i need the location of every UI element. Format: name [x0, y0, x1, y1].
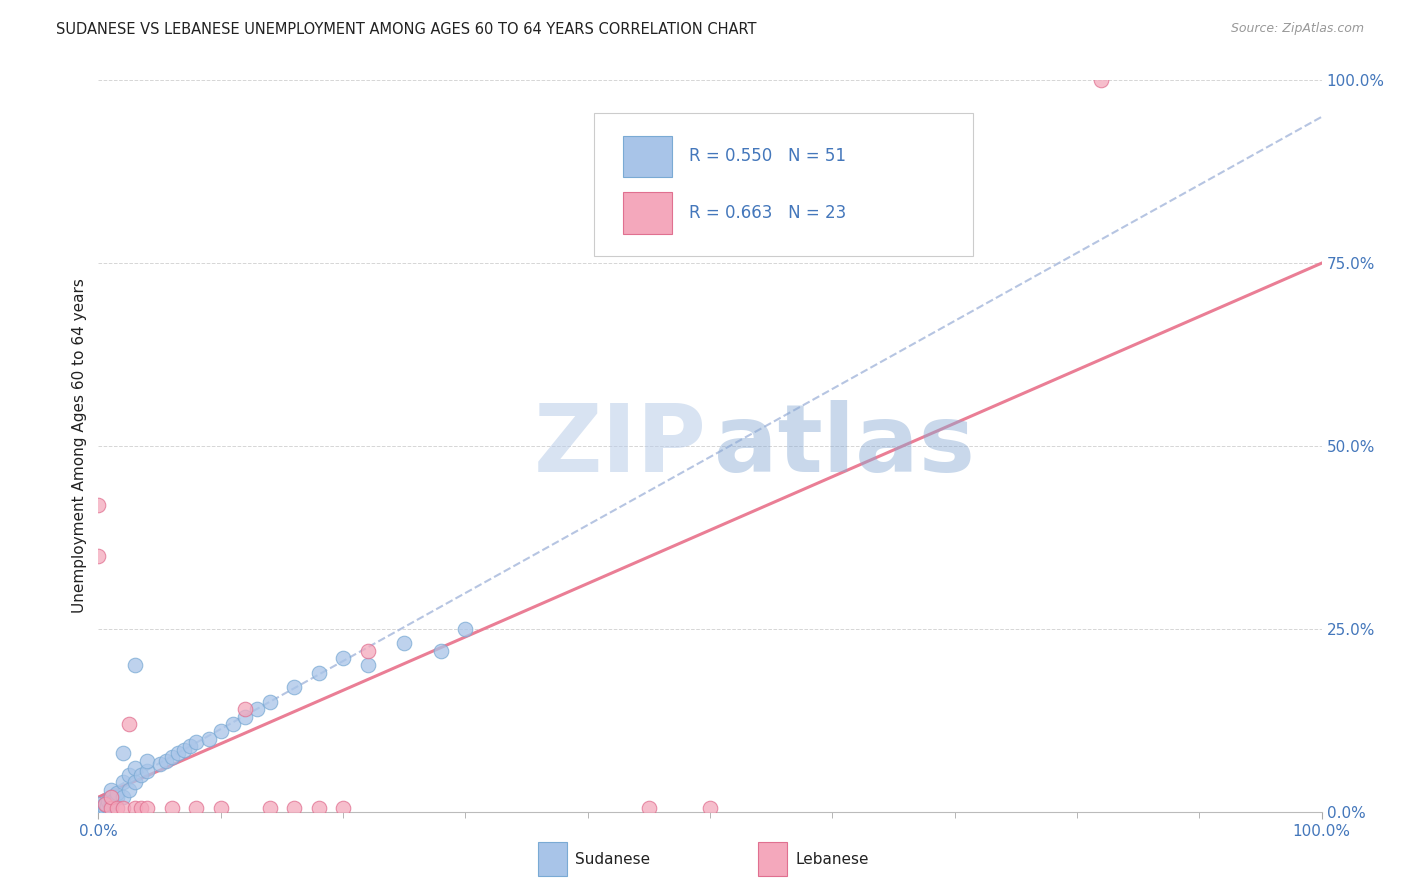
Point	[167, 746, 190, 760]
Point	[129, 801, 152, 815]
Point	[87, 803, 110, 817]
Point	[124, 761, 146, 775]
Point	[308, 665, 330, 680]
Point	[197, 731, 219, 746]
Point	[222, 717, 245, 731]
Point	[209, 801, 232, 815]
Point	[149, 757, 172, 772]
Point	[283, 681, 305, 695]
Point	[332, 651, 354, 665]
Point	[87, 549, 110, 563]
Point	[100, 782, 122, 797]
Point	[155, 754, 177, 768]
Point	[87, 799, 110, 814]
Point	[111, 775, 134, 789]
Point	[179, 739, 201, 753]
Point	[136, 764, 159, 779]
Text: SUDANESE VS LEBANESE UNEMPLOYMENT AMONG AGES 60 TO 64 YEARS CORRELATION CHART: SUDANESE VS LEBANESE UNEMPLOYMENT AMONG …	[56, 22, 756, 37]
Point	[93, 797, 115, 812]
Point	[246, 702, 269, 716]
Point	[136, 801, 159, 815]
Point	[332, 801, 354, 815]
Point	[259, 695, 281, 709]
Point	[454, 622, 477, 636]
Point	[118, 717, 141, 731]
Point	[100, 797, 122, 812]
Text: R = 0.550   N = 51: R = 0.550 N = 51	[689, 147, 846, 165]
FancyBboxPatch shape	[593, 113, 973, 256]
FancyBboxPatch shape	[758, 842, 787, 877]
Text: atlas: atlas	[714, 400, 974, 492]
Text: R = 0.663   N = 23: R = 0.663 N = 23	[689, 203, 846, 222]
Point	[124, 658, 146, 673]
Point	[637, 801, 661, 815]
FancyBboxPatch shape	[623, 192, 672, 234]
Text: Lebanese: Lebanese	[796, 852, 869, 867]
Point	[233, 709, 256, 723]
Point	[186, 735, 208, 749]
Point	[105, 790, 128, 805]
Point	[111, 746, 134, 760]
Point	[87, 805, 110, 819]
Text: Source: ZipAtlas.com: Source: ZipAtlas.com	[1230, 22, 1364, 36]
Point	[87, 805, 110, 819]
Point	[118, 768, 141, 782]
Point	[87, 797, 110, 812]
Point	[356, 644, 378, 658]
Point	[111, 801, 134, 815]
Point	[699, 801, 721, 815]
Point	[87, 803, 110, 817]
Point	[233, 702, 256, 716]
Point	[186, 801, 208, 815]
Point	[118, 782, 141, 797]
Y-axis label: Unemployment Among Ages 60 to 64 years: Unemployment Among Ages 60 to 64 years	[72, 278, 87, 614]
Point	[87, 805, 110, 819]
Point	[97, 794, 120, 808]
FancyBboxPatch shape	[623, 136, 672, 178]
Point	[124, 775, 146, 789]
Point	[93, 801, 115, 815]
Point	[129, 768, 152, 782]
Point	[160, 801, 183, 815]
Point	[93, 797, 115, 812]
Point	[259, 801, 281, 815]
Point	[87, 805, 110, 819]
Point	[96, 798, 118, 813]
Point	[87, 801, 110, 815]
Point	[105, 801, 128, 815]
Point	[87, 498, 110, 512]
Point	[111, 790, 134, 805]
Point	[100, 801, 122, 815]
Point	[100, 790, 122, 805]
FancyBboxPatch shape	[537, 842, 567, 877]
Point	[87, 805, 110, 819]
Point	[136, 754, 159, 768]
Text: ZIP: ZIP	[533, 400, 706, 492]
Point	[283, 801, 305, 815]
Point	[101, 794, 124, 808]
Point	[105, 787, 128, 801]
Point	[160, 749, 183, 764]
Point	[1090, 73, 1112, 87]
Point	[356, 658, 378, 673]
Point	[392, 636, 416, 650]
Point	[173, 742, 195, 756]
Text: Sudanese: Sudanese	[575, 852, 651, 867]
Point	[209, 724, 232, 739]
Point	[100, 790, 122, 805]
Point	[124, 801, 146, 815]
Point	[430, 644, 453, 658]
Point	[308, 801, 330, 815]
